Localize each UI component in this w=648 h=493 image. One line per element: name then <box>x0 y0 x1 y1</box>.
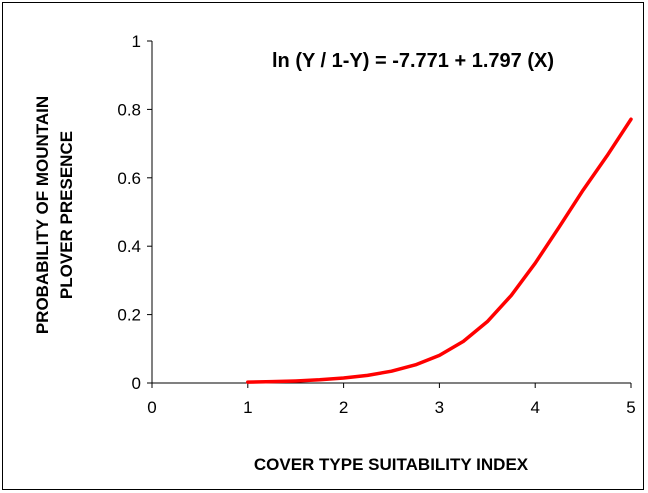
y-tick-label: 1 <box>132 32 141 51</box>
y-tick-label: 0.8 <box>117 100 141 119</box>
y-axis-title-line-1: PROBABILITY OF MOUNTAIN <box>33 96 52 334</box>
axes <box>147 40 632 388</box>
y-tick-label: 0.4 <box>117 237 141 256</box>
plot-area <box>246 117 633 384</box>
y-tick-label: 0.6 <box>117 169 141 188</box>
x-tick-label: 2 <box>339 398 348 417</box>
tick-labels: 0 0.2 0.4 0.6 0.8 1 0 1 2 3 4 5 <box>117 32 635 417</box>
x-tick-label: 1 <box>243 398 252 417</box>
x-tick-label: 0 <box>147 398 156 417</box>
y-tick-label: 0.2 <box>117 306 141 325</box>
x-tick-label: 3 <box>435 398 444 417</box>
x-tick-label: 5 <box>626 398 635 417</box>
x-tick-label: 4 <box>530 398 539 417</box>
equation-annotation: ln (Y / 1-Y) = -7.771 + 1.797 (X) <box>272 50 554 72</box>
y-tick-label: 0 <box>132 374 141 393</box>
series-line <box>246 117 633 384</box>
x-axis-title: COVER TYPE SUITABILITY INDEX <box>254 455 529 474</box>
y-axis-title-line-2: PLOVER PRESENCE <box>57 131 76 299</box>
